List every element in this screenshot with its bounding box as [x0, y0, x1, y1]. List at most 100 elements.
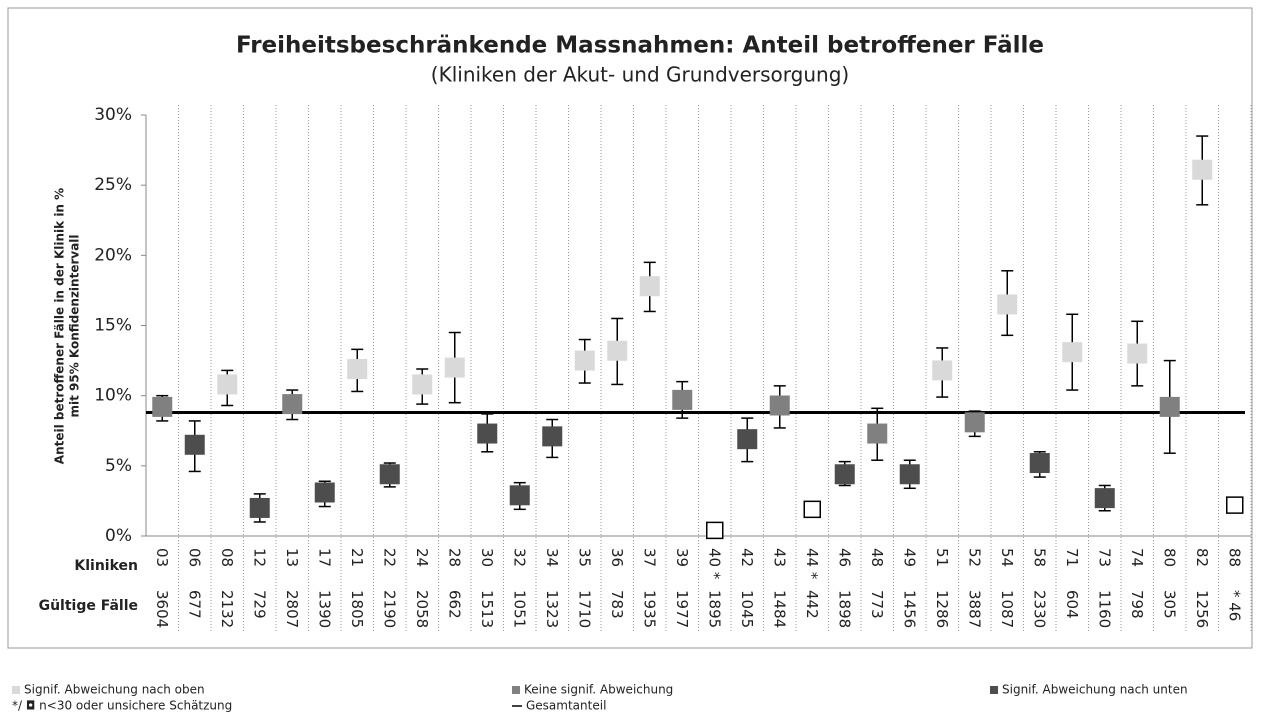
marker: [1062, 342, 1083, 363]
x-tick-label: 48: [868, 548, 886, 567]
x-tick-label: 28: [445, 548, 463, 567]
marker: [769, 395, 790, 416]
x-tick-label: 08: [218, 548, 236, 567]
marker: [997, 294, 1018, 315]
marker: [509, 485, 530, 506]
x-tick-label: 24: [413, 548, 431, 567]
y-tick-label: 25%: [94, 175, 132, 195]
case-count: 1160: [1095, 590, 1113, 628]
case-count: 1710: [575, 590, 593, 628]
case-count: 604: [1063, 590, 1081, 619]
case-count: 677: [185, 590, 203, 619]
case-count: 1390: [315, 590, 333, 628]
marker: [737, 429, 758, 450]
marker: [152, 396, 173, 417]
y-axis-title: mit 95% Konfidenzintervall: [68, 234, 82, 417]
marker: [184, 434, 205, 455]
marker: [282, 394, 303, 415]
marker: [1094, 488, 1115, 509]
x-tick-label: 82: [1193, 548, 1211, 567]
x-tick-label: 22: [380, 548, 398, 567]
case-count: 1977: [673, 590, 691, 628]
case-count: 2330: [1030, 590, 1048, 628]
x-tick-label: 80: [1160, 548, 1178, 567]
legend-label: */ ◘ n<30 oder unsichere Schätzung: [12, 699, 232, 713]
case-count: 798: [1128, 590, 1146, 619]
x-tick-label: 21: [348, 548, 366, 567]
marker: [932, 360, 953, 381]
x-tick-label: 43: [770, 548, 788, 567]
x-tick-label: 39: [673, 548, 691, 567]
y-tick-label: 10%: [94, 386, 132, 406]
marker: [899, 464, 920, 485]
marker: [964, 412, 985, 433]
case-count: 1286: [933, 590, 951, 628]
case-count: 1456: [900, 590, 918, 628]
marker: [412, 374, 433, 395]
x-tick-label: 13: [283, 548, 301, 567]
marker: [477, 423, 498, 444]
x-tick-label: 40 *: [705, 548, 723, 580]
x-tick-label: 49: [900, 548, 918, 567]
x-tick-label: 52: [965, 548, 983, 567]
x-tick-label: 17: [315, 548, 333, 567]
x-tick-label: 51: [933, 548, 951, 567]
marker: [542, 426, 563, 447]
case-count: 1895: [705, 590, 723, 628]
marker: [607, 340, 628, 361]
case-count: 1935: [640, 590, 658, 628]
x-tick-label: 12: [250, 548, 268, 567]
row-label: Gültige Fälle: [39, 598, 138, 614]
x-tick-label: 35: [575, 548, 593, 567]
x-tick-label: 34: [543, 548, 561, 567]
case-count: 662: [445, 590, 463, 619]
x-tick-label: 32: [510, 548, 528, 567]
case-count: 3887: [965, 590, 983, 628]
y-tick-label: 0%: [105, 526, 132, 546]
x-tick-label: 71: [1063, 548, 1081, 567]
case-count: 1805: [348, 590, 366, 628]
legend-label: Signif. Abweichung nach unten: [1002, 683, 1188, 697]
case-count: 1484: [770, 590, 788, 628]
legend-swatch: [990, 686, 998, 694]
case-count: 3604: [153, 590, 171, 628]
legend-swatch: [12, 686, 20, 694]
marker: [1226, 496, 1244, 514]
x-tick-label: 54: [998, 548, 1016, 567]
marker: [249, 497, 270, 518]
legend-swatch: [512, 686, 520, 694]
x-tick-label: 88: [1225, 548, 1243, 567]
case-count: 1513: [478, 590, 496, 628]
case-count: 783: [608, 590, 626, 619]
legend-label: Keine signif. Abweichung: [524, 683, 673, 697]
chart-subtitle: (Kliniken der Akut- und Grundversorgung): [431, 63, 849, 87]
chart-frame: [7, 7, 1253, 649]
marker: [1192, 159, 1213, 180]
case-count: 442: [803, 590, 821, 619]
case-count: 1051: [510, 590, 528, 628]
marker: [834, 464, 855, 485]
legend-label: Signif. Abweichung nach oben: [24, 683, 205, 697]
x-tick-label: 74: [1128, 548, 1146, 567]
y-tick-label: 15%: [94, 316, 132, 336]
case-count: 1323: [543, 590, 561, 628]
marker: [444, 357, 465, 378]
x-tick-label: 58: [1030, 548, 1048, 567]
case-count: 305: [1160, 590, 1178, 619]
marker: [706, 521, 724, 540]
y-tick-label: 20%: [94, 245, 132, 265]
case-count: 2807: [283, 590, 301, 628]
row-label: Kliniken: [74, 558, 138, 574]
x-tick-label: 44 *: [803, 548, 821, 580]
x-tick-label: 03: [153, 548, 171, 567]
case-count: 1898: [835, 590, 853, 628]
marker: [347, 359, 368, 380]
y-tick-label: 30%: [94, 105, 132, 125]
case-count: 1256: [1193, 590, 1211, 628]
x-tick-label: 30: [478, 548, 496, 567]
marker: [1127, 343, 1148, 364]
marker: [803, 500, 821, 519]
case-count: 773: [868, 590, 886, 619]
marker: [1029, 453, 1050, 474]
